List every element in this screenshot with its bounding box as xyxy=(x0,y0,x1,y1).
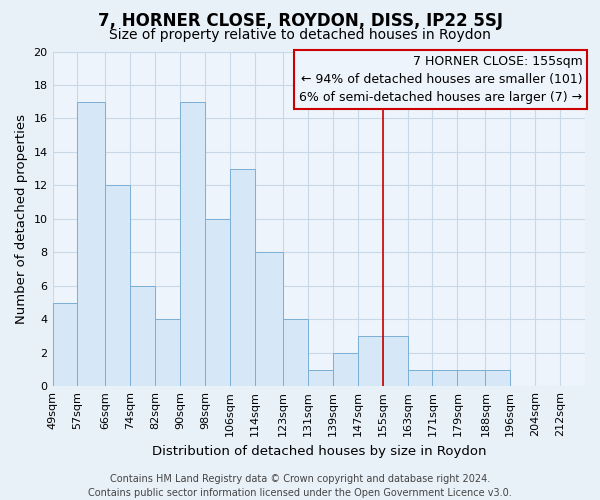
Bar xyxy=(180,102,205,387)
X-axis label: Distribution of detached houses by size in Roydon: Distribution of detached houses by size … xyxy=(152,444,486,458)
Bar xyxy=(230,168,255,386)
Bar xyxy=(155,320,180,386)
Text: Contains HM Land Registry data © Crown copyright and database right 2024.
Contai: Contains HM Land Registry data © Crown c… xyxy=(88,474,512,498)
Text: Size of property relative to detached houses in Roydon: Size of property relative to detached ho… xyxy=(109,28,491,42)
Bar xyxy=(255,252,283,386)
Bar xyxy=(308,370,333,386)
Text: 7, HORNER CLOSE, ROYDON, DISS, IP22 5SJ: 7, HORNER CLOSE, ROYDON, DISS, IP22 5SJ xyxy=(97,12,503,30)
Bar xyxy=(457,370,485,386)
Bar xyxy=(106,186,130,386)
Bar xyxy=(485,370,510,386)
Bar xyxy=(433,370,457,386)
Y-axis label: Number of detached properties: Number of detached properties xyxy=(15,114,28,324)
Bar xyxy=(358,336,383,386)
Bar xyxy=(407,370,433,386)
Bar xyxy=(130,286,155,386)
Text: 7 HORNER CLOSE: 155sqm
← 94% of detached houses are smaller (101)
6% of semi-det: 7 HORNER CLOSE: 155sqm ← 94% of detached… xyxy=(299,55,583,104)
Bar xyxy=(53,302,77,386)
Bar xyxy=(333,353,358,386)
Bar xyxy=(77,102,106,387)
Bar xyxy=(283,320,308,386)
Bar xyxy=(383,336,407,386)
Bar xyxy=(205,219,230,386)
